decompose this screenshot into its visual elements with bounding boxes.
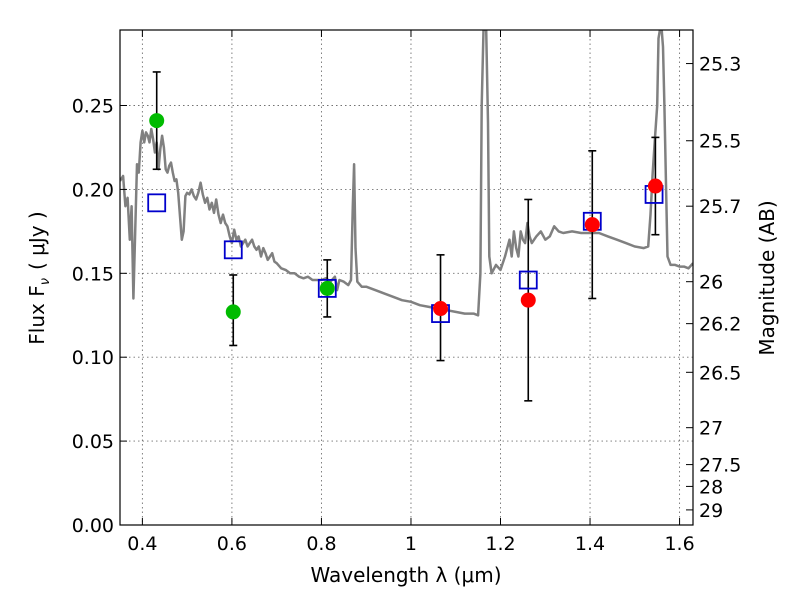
green-data-point — [319, 280, 335, 296]
y-tick-label: 0.00 — [72, 515, 114, 537]
red-data-point — [433, 301, 449, 317]
y2-tick-label: 26.2 — [699, 314, 741, 336]
spectrum-line — [120, 30, 693, 317]
y-tick-label: 0.10 — [72, 347, 114, 369]
x-tick-label: 1.6 — [664, 533, 694, 555]
green-data-point — [225, 304, 241, 320]
y2-tick-label: 27.5 — [699, 455, 741, 477]
observed-points — [149, 113, 663, 320]
y2-axis-label: Magnitude (AB) — [755, 200, 779, 355]
y-tick-label: 0.15 — [72, 263, 114, 285]
y2-tick-label: 26 — [699, 272, 723, 294]
y2-tick-label: 26.5 — [699, 362, 741, 384]
y2-tick-label: 25.5 — [699, 131, 741, 153]
x-tick-label: 0.4 — [127, 533, 157, 555]
y-axis-label-unit: ( μJy ) — [25, 211, 49, 270]
red-data-point — [647, 178, 663, 194]
red-data-point — [584, 217, 600, 233]
x-tick-label: 0.8 — [306, 533, 336, 555]
y2-tick-label: 29 — [699, 500, 723, 522]
y-axis-label-main: Flux F — [25, 285, 49, 344]
x-tick-label: 1.4 — [575, 533, 605, 555]
grid-lines — [120, 30, 693, 525]
red-data-point — [520, 292, 536, 308]
model-square-marker — [223, 240, 243, 260]
y2-tick-label: 25.7 — [699, 196, 741, 218]
green-data-point — [149, 113, 165, 129]
model-square-marker — [317, 279, 337, 298]
model-square-marker — [147, 193, 167, 213]
x-tick-label: 1.2 — [485, 533, 515, 555]
y-axis-label-subscript: ν — [38, 278, 53, 285]
x-tick-label: 1 — [405, 533, 417, 555]
spectrum-layer — [120, 30, 693, 317]
y-tick-label: 0.20 — [72, 179, 114, 201]
y2-tick-label: 28 — [699, 476, 723, 498]
y2-tick-label: 25.3 — [699, 54, 741, 76]
x-tick-label: 0.6 — [217, 533, 247, 555]
y-axis-label: Flux Fν ( μJy ) — [25, 211, 53, 344]
y2-tick-label: 27 — [699, 418, 723, 440]
y-tick-label: 0.25 — [72, 96, 114, 118]
axis-ticks: 0.4 0.6 0.8 1 1.2 1.4 1.6 0.00 0.05 0.10 0.15 0.20 0… — [72, 30, 741, 555]
plot-frame — [119, 29, 694, 526]
model-square-marker — [518, 270, 538, 290]
y-tick-label: 0.05 — [72, 431, 114, 453]
x-axis-label: Wavelength λ (μm) — [310, 563, 501, 587]
